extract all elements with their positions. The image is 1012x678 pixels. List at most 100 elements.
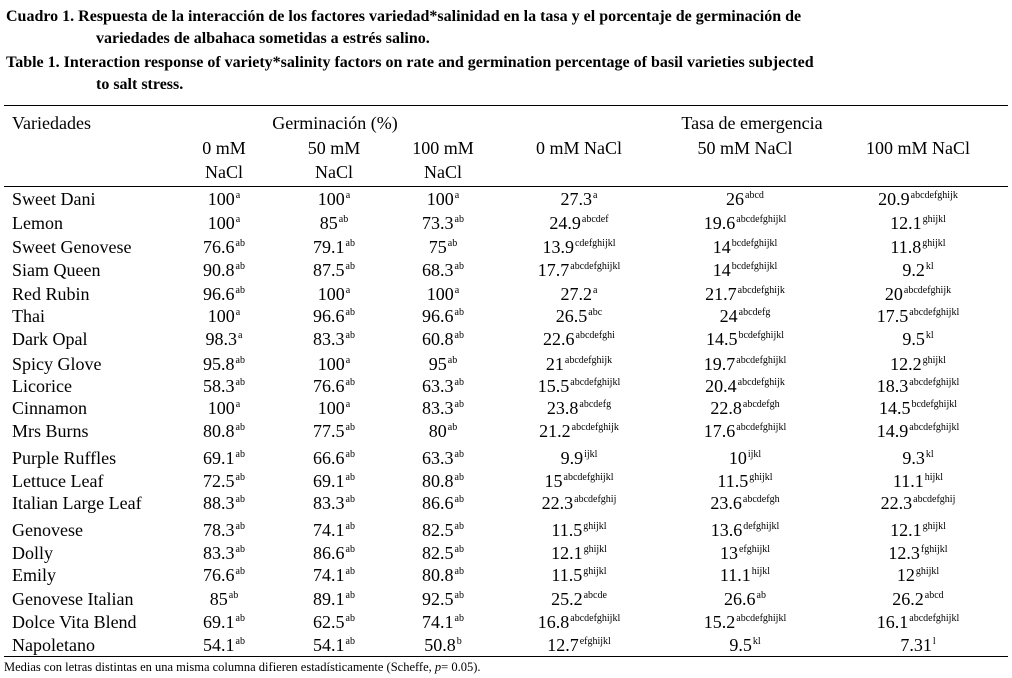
cell-tasa-50: 11.1hijkl <box>720 564 770 590</box>
cell-significance-letters: ab <box>447 238 458 249</box>
cell-significance-letters: b <box>456 636 462 647</box>
cell-significance-letters: abcdefghijkl <box>736 613 787 624</box>
cell-value: 12.7 <box>547 635 579 655</box>
cell-germ-0: 72.5ab <box>203 470 245 496</box>
cell-germ-50: 100a <box>318 353 350 379</box>
cell-significance-letters: ab <box>345 636 355 647</box>
cell-tasa-50: 23.6abcdefgh <box>710 492 779 518</box>
cell-tasa-50: 11.5ghijkl <box>717 470 772 496</box>
cell-value: 69.1 <box>203 612 235 632</box>
cell-tasa-100: 12.1ghijkl <box>890 212 946 238</box>
cell-value: 82.5 <box>422 520 454 540</box>
caption-spanish-lead: Cuadro 1. <box>6 8 75 25</box>
cell-germ-0: 90.8ab <box>203 259 245 285</box>
cell-significance-letters: abcdef <box>581 214 609 225</box>
cell-tasa-0: 27.3a <box>561 188 598 214</box>
cell-tasa-0: 16.8abcdefghijkl <box>538 611 620 637</box>
cell-significance-letters: ab <box>454 399 464 410</box>
cell-significance-letters: ijkl <box>584 449 598 460</box>
cell-germ-50: 83.3ab <box>313 328 355 354</box>
cell-value: 22.3 <box>880 493 913 513</box>
cell-value: 21.7 <box>705 284 737 304</box>
cell-germ-0: 80.8ab <box>203 420 245 446</box>
cell-value: 22.6 <box>543 329 575 349</box>
cell-significance-letters: ab <box>345 521 355 532</box>
cell-value: 13 <box>719 543 738 563</box>
cell-value: 80.8 <box>422 565 454 585</box>
caption-english-lead: Table 1. <box>6 54 60 71</box>
row-variety-name: Mrs Burns <box>12 421 89 441</box>
cell-tasa-50: 14bcdefghijkl <box>713 236 778 262</box>
cell-value: 87.5 <box>313 260 345 280</box>
cell-significance-letters: abcdefghijk <box>571 422 619 433</box>
cell-significance-letters: abcdefghijkl <box>909 307 960 318</box>
cell-significance-letters: ab <box>345 307 355 318</box>
cell-value: 26.5 <box>555 306 588 326</box>
cell-value: 12 <box>896 565 915 585</box>
cell-significance-letters: ab <box>454 214 464 225</box>
cell-germ-100: 83.3ab <box>422 397 464 423</box>
cell-value: 100 <box>317 284 345 304</box>
cell-significance-letters: ab <box>454 330 464 341</box>
cell-tasa-100: 20.9abcdefghijk <box>878 188 958 214</box>
cell-value: 66.6 <box>313 448 345 468</box>
table-top-rule <box>4 105 1008 106</box>
cell-significance-letters: ab <box>454 613 464 624</box>
cell-germ-0: 100a <box>208 305 240 331</box>
cell-germ-50: 86.6ab <box>313 542 355 568</box>
cell-tasa-0: 22.3abcdefghij <box>542 492 617 518</box>
cell-germ-50: 66.6ab <box>313 447 355 473</box>
cell-significance-letters: bcdefghijkl <box>731 261 778 272</box>
caption-english-line2: to salt stress. <box>96 76 184 93</box>
cell-germ-50: 62.5ab <box>313 611 355 637</box>
caption-spanish: Cuadro 1. Respuesta de la interacción de… <box>6 6 1010 50</box>
cell-value: 25.2 <box>551 589 583 609</box>
cell-value: 27.3 <box>560 189 593 209</box>
cell-germ-100: 80.8ab <box>422 470 464 496</box>
cell-germ-100: 96.6ab <box>422 305 464 331</box>
cell-tasa-100: 9.5kl <box>902 328 933 354</box>
cell-significance-letters: bcdefghijkl <box>731 238 778 249</box>
cell-value: 11.8 <box>890 237 922 257</box>
cell-value: 54.1 <box>313 635 345 655</box>
cell-significance-letters: ab <box>454 472 464 483</box>
cell-significance-letters: efghijkl <box>738 544 771 555</box>
cell-significance-letters: a <box>593 285 598 296</box>
cell-tasa-100: 20abcdefghijk <box>885 283 951 309</box>
cell-significance-letters: kl <box>925 449 934 460</box>
cell-significance-letters: ab <box>235 494 245 505</box>
cell-germ-50: 76.6ab <box>313 375 355 401</box>
cell-germ-50: 100a <box>318 283 350 309</box>
cell-value: 9.5 <box>729 635 752 655</box>
cell-value: 12.1 <box>890 213 922 233</box>
cell-significance-letters: ab <box>235 472 245 483</box>
cell-tasa-100: 22.3abcdefghij <box>881 492 956 518</box>
cell-significance-letters: ab <box>454 261 464 272</box>
cell-germ-50: 83.3ab <box>313 492 355 518</box>
caption-spanish-line1: Respuesta de la interacción de los facto… <box>78 8 802 25</box>
cell-tasa-0: 25.2abcde <box>551 588 607 614</box>
cell-significance-letters: ab <box>345 613 355 624</box>
cell-significance-letters: ab <box>235 355 245 366</box>
cell-germ-50: 77.5ab <box>313 420 355 446</box>
cell-tasa-0: 11.5ghijkl <box>551 564 606 590</box>
cell-germ-50: 96.6ab <box>313 305 355 331</box>
cell-significance-letters: a <box>345 399 351 410</box>
cell-germ-50: 79.1ab <box>313 236 355 262</box>
cell-significance-letters: abcdefghij <box>574 494 617 505</box>
cell-tasa-100: 17.5abcdefghijkl <box>877 305 959 331</box>
cell-value: 18.3 <box>876 376 909 396</box>
cell-significance-letters: ghijkl <box>583 566 607 577</box>
cell-significance-letters: ab <box>235 449 245 460</box>
cell-germ-100: 80.8ab <box>422 564 464 590</box>
cell-significance-letters: ghijkl <box>583 544 607 555</box>
row-variety-name: Sweet Genovese <box>12 237 132 257</box>
cell-value: 16.8 <box>537 612 570 632</box>
cell-significance-letters: ab <box>235 521 245 532</box>
cell-significance-letters: ab <box>454 494 464 505</box>
cell-value: 73.3 <box>422 213 454 233</box>
cell-significance-letters: ab <box>345 494 355 505</box>
header-tasa-emergencia: Tasa de emergencia <box>681 113 823 133</box>
cell-significance-letters: ab <box>235 238 245 249</box>
row-variety-name: Purple Ruffles <box>12 448 117 468</box>
